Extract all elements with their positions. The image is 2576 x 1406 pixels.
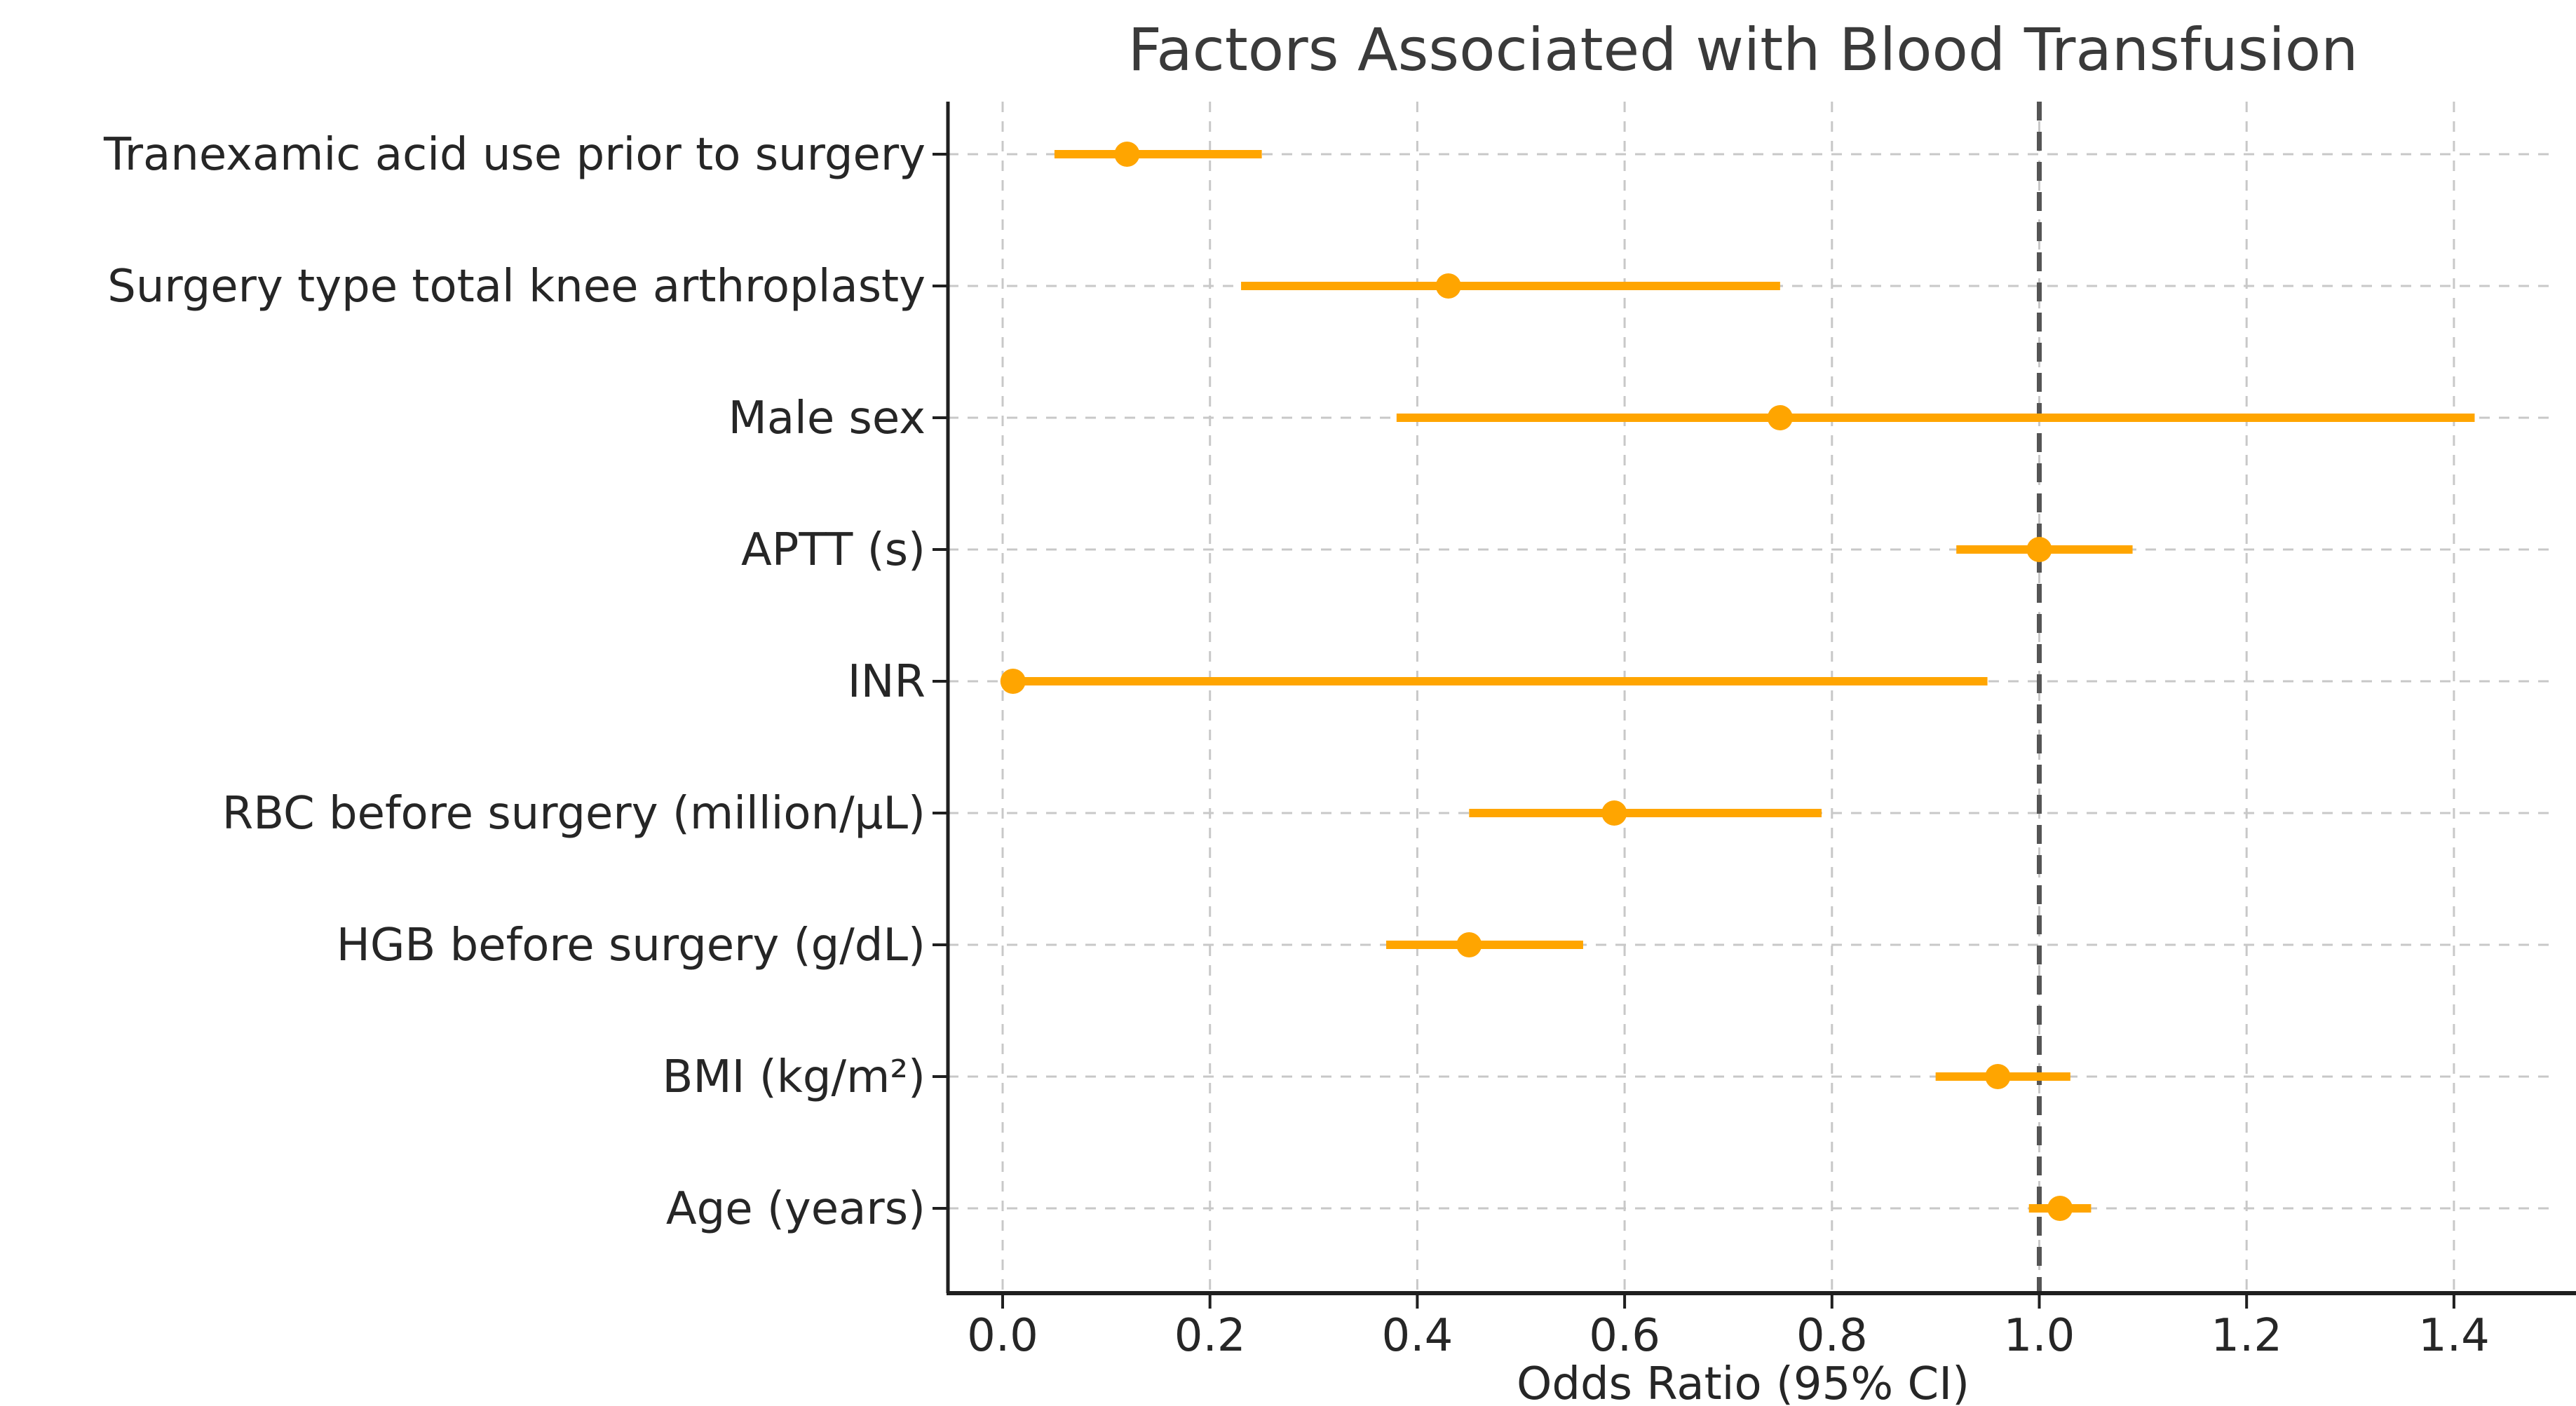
or-point: [1000, 669, 1026, 694]
or-point: [2026, 537, 2052, 562]
x-tick-label: 1.4: [2418, 1310, 2490, 1362]
x-tick-label: 0.0: [967, 1310, 1038, 1362]
or-point: [1767, 405, 1793, 430]
or-point: [1435, 273, 1461, 299]
or-point: [1456, 932, 1482, 957]
y-tick-label: BMI (kg/m²): [662, 1051, 926, 1103]
y-tick-label: APTT (s): [741, 524, 926, 576]
or-point: [1985, 1064, 2011, 1089]
or-point: [1114, 142, 1140, 167]
y-tick-label: Age (years): [666, 1183, 926, 1235]
chart-title: Factors Associated with Blood Transfusio…: [1127, 15, 2359, 84]
or-point: [1601, 800, 1627, 826]
y-tick-label: RBC before surgery (million/μL): [222, 788, 926, 840]
x-tick-label: 1.0: [2004, 1310, 2075, 1362]
x-axis-label: Odds Ratio (95% CI): [1516, 1358, 1970, 1406]
or-point: [2047, 1196, 2073, 1221]
y-tick-label: Male sex: [728, 393, 926, 444]
y-tick-label: Tranexamic acid use prior to surgery: [103, 129, 926, 181]
x-tick-label: 1.2: [2211, 1310, 2282, 1362]
y-tick-label: HGB before surgery (g/dL): [337, 920, 926, 971]
x-tick-label: 0.4: [1382, 1310, 1453, 1362]
y-tick-label: INR: [848, 656, 926, 708]
x-tick-label: 0.8: [1796, 1310, 1868, 1362]
x-tick-label: 0.6: [1589, 1310, 1660, 1362]
y-tick-label: Surgery type total knee arthroplasty: [107, 261, 926, 313]
x-tick-label: 0.2: [1174, 1310, 1246, 1362]
